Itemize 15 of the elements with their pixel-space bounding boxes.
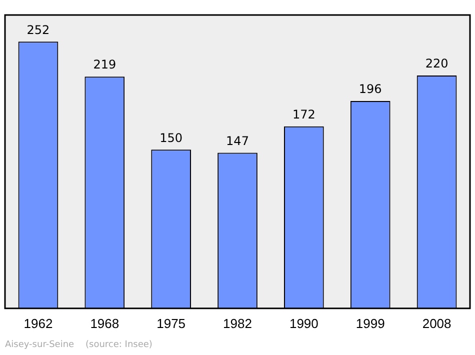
- data-label: 147: [226, 134, 249, 148]
- x-tick-label: 1962: [24, 316, 53, 331]
- text: Aisey-sur-Seine (source: Insee): [5, 340, 152, 350]
- x-tick-label: 1968: [90, 316, 120, 331]
- data-label: 219: [93, 58, 116, 72]
- x-tick-label: 1982: [223, 316, 252, 331]
- data-label: 172: [292, 107, 316, 122]
- x-tick-label: 1975: [156, 316, 186, 331]
- data-label: 150: [160, 130, 183, 145]
- x-tick-label: 1990: [289, 316, 318, 331]
- x-tick-label: 1999: [356, 316, 385, 331]
- data-label: 220: [425, 56, 448, 71]
- x-tick-label: 2008: [422, 316, 452, 331]
- data-label: 196: [358, 82, 382, 96]
- data-label: 252: [26, 22, 50, 37]
